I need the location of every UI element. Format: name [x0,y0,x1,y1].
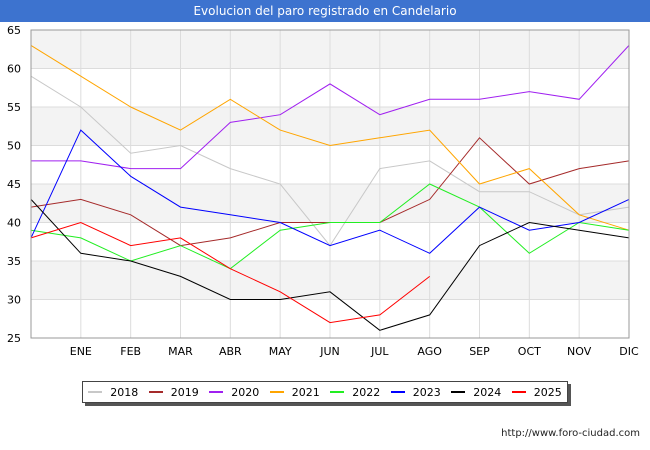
x-tick-label: OCT [518,345,541,358]
y-tick-label: 30 [7,294,21,307]
x-tick-label: MAR [168,345,193,358]
x-tick-label: NOV [567,345,592,358]
series-line-2020 [31,45,630,170]
y-tick-label: 60 [7,63,21,76]
source-credit[interactable]: http://www.foro-ciudad.com [501,428,640,439]
axis-labels: 25 30 35 40 45 50 55 60 65 ENE FEB MAR ABR MAY JUN JUL A… [7,24,639,358]
legend-item-2022: 2022 [330,386,380,399]
legend-label: 2018 [110,385,139,399]
x-tick-label: JUN [319,345,340,358]
series-line-2021 [30,44,630,231]
x-tick-label: DIC [619,345,639,358]
legend-swatch [330,391,345,393]
legend-swatch [209,391,224,393]
y-tick-label: 45 [7,178,21,191]
legend-label: 2019 [170,385,199,399]
y-tick-label: 25 [7,332,21,345]
legend-label: 2024 [473,385,502,399]
legend-item-2021: 2021 [269,385,320,399]
legend-label: 2022 [352,385,381,399]
legend-label: 2021 [291,385,320,399]
x-tick-label: MAY [269,345,292,358]
legend-swatch [148,391,163,393]
x-tick-label: AGO [417,345,442,358]
y-tick-label: 65 [7,24,21,37]
x-tick-label: ENE [70,345,92,358]
legend-item-2019: 2019 [148,385,199,399]
series-line-2025 [30,221,431,324]
legend-swatch [88,391,103,393]
series-line-2024 [30,199,630,331]
legend-swatch [451,391,466,393]
legend-label: 2023 [412,385,441,399]
chart-title: Evolucion del paro registrado en Candela… [0,0,650,22]
legend-swatch [390,391,405,393]
legend-item-2024: 2024 [451,386,501,399]
legend-label: 2020 [231,385,260,399]
series-lines [30,44,630,331]
plot-frame [30,29,630,339]
x-tick-label: ABR [219,345,242,358]
legend: 2018 2019 2020 2021 2022 2023 2024 2025 [82,381,568,403]
y-tick-label: 50 [7,140,21,153]
series-line-2023 [30,129,630,254]
legend-item-2020: 2020 [209,386,259,399]
legend-item-2025: 2025 [511,385,562,399]
legend-swatch [269,391,284,393]
y-tick-label: 55 [7,101,21,114]
legend-item-2023: 2023 [390,385,441,399]
x-tick-label: SEP [469,345,490,358]
y-tick-label: 35 [7,255,21,268]
y-tick-label: 40 [7,217,21,230]
x-tick-label: FEB [120,345,141,358]
legend-item-2018: 2018 [88,386,138,399]
x-tick-label: JUL [370,345,389,358]
legend-label: 2025 [533,385,562,399]
legend-swatch [511,391,526,393]
